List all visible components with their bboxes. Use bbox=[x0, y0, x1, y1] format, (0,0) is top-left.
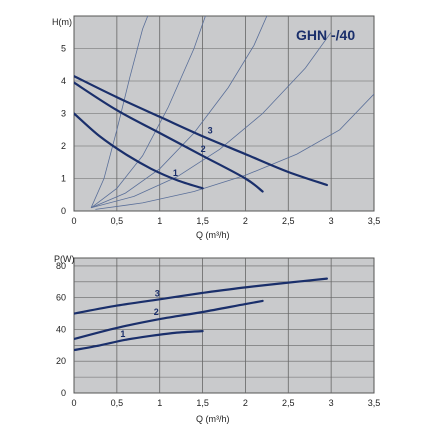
head-system-curve bbox=[95, 93, 374, 210]
head-x-tick-label: 1,5 bbox=[196, 216, 209, 226]
power-y-tick-label: 60 bbox=[56, 293, 66, 303]
head-series-2-label: 2 bbox=[201, 144, 206, 154]
head-system-curve bbox=[90, 32, 332, 209]
power-x-tick-label: 0 bbox=[71, 398, 76, 408]
power-x-tick-label: 1 bbox=[157, 398, 162, 408]
power-series-2-line bbox=[74, 299, 264, 341]
head-chart-title: GHN -/40 bbox=[296, 27, 355, 43]
head-y-axis-label: H(m) bbox=[52, 17, 72, 27]
power-y-tick-label: 40 bbox=[56, 324, 66, 334]
power-series-1-line bbox=[74, 330, 204, 352]
head-series-1-line bbox=[74, 112, 204, 190]
head-x-tick-label: 3,5 bbox=[368, 216, 381, 226]
head-y-tick-label: 2 bbox=[61, 141, 66, 151]
power-x-tick-label: 1,5 bbox=[196, 398, 209, 408]
power-x-tick-label: 3 bbox=[329, 398, 334, 408]
power-series-3-line bbox=[74, 277, 328, 315]
power-chart: 0 0,5 1 1,5 2 2,5 3 3,5 0 20 40 60 80 1 2 3 P(W) Q (m³… bbox=[54, 254, 380, 424]
power-x-tick-label: 2,5 bbox=[282, 398, 295, 408]
power-x-tick-label: 3,5 bbox=[368, 398, 381, 408]
head-y-tick-label: 5 bbox=[61, 44, 66, 54]
head-x-tick-label: 2,5 bbox=[282, 216, 295, 226]
head-x-tick-label: 0 bbox=[71, 216, 76, 226]
head-y-tick-label: 4 bbox=[61, 76, 66, 86]
head-x-tick-label: 1 bbox=[157, 216, 162, 226]
power-y-tick-label: 0 bbox=[61, 388, 66, 398]
head-x-tick-label: 0,5 bbox=[111, 216, 124, 226]
head-y-tick-label: 3 bbox=[61, 109, 66, 119]
power-series-2-label: 2 bbox=[154, 307, 159, 317]
head-y-tick-label: 0 bbox=[61, 206, 66, 216]
power-series-labels: 1 2 3 bbox=[120, 288, 159, 339]
head-series-1-label: 1 bbox=[173, 168, 178, 178]
power-y-axis-label: P(W) bbox=[54, 254, 75, 264]
head-series-labels: 1 23 bbox=[173, 125, 213, 178]
power-series-3-label: 3 bbox=[155, 288, 160, 298]
power-curves bbox=[74, 277, 328, 352]
power-plot-area bbox=[73, 257, 375, 394]
head-series-3-line bbox=[74, 75, 328, 187]
power-tick-labels: 0 0,5 1 1,5 2 2,5 3 3,5 0 20 40 60 80 bbox=[56, 261, 380, 408]
power-x-tick-label: 2 bbox=[243, 398, 248, 408]
power-y-tick-label: 20 bbox=[56, 356, 66, 366]
head-x-axis-label: Q (m³/h) bbox=[196, 230, 230, 240]
power-gridlines bbox=[74, 258, 374, 393]
power-x-tick-label: 0,5 bbox=[111, 398, 124, 408]
power-y-tick-label: 80 bbox=[56, 261, 66, 271]
head-x-tick-label: 3 bbox=[329, 216, 334, 226]
head-series-2-line bbox=[74, 81, 264, 193]
head-y-tick-label: 1 bbox=[61, 174, 66, 184]
head-curves bbox=[74, 16, 374, 210]
head-system-curve bbox=[90, 16, 149, 208]
head-x-tick-label: 2 bbox=[243, 216, 248, 226]
power-series-1-label: 1 bbox=[120, 329, 125, 339]
power-x-axis-label: Q (m³/h) bbox=[196, 414, 230, 424]
head-series-3-label: 3 bbox=[208, 125, 213, 135]
